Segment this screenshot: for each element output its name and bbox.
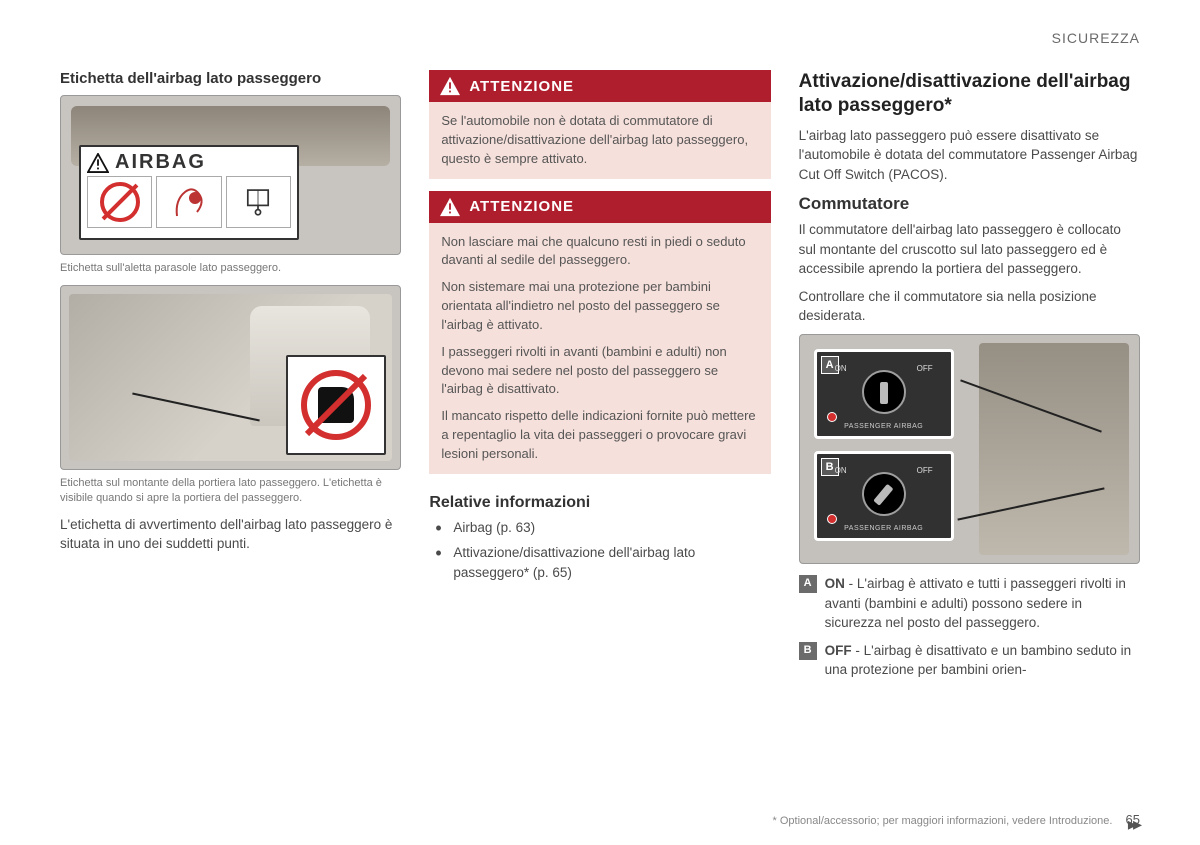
sticker-cell-3: [226, 176, 291, 228]
column-left: Etichetta dell'airbag lato passeggero AI…: [60, 70, 401, 688]
footer-note: * Optional/accessorio; per maggiori info…: [773, 815, 1113, 827]
warning2-p4: Il mancato rispetto delle indicazioni fo…: [441, 407, 758, 464]
callout-b-text: OFF - L'airbag è disattivato e un bambin…: [825, 641, 1140, 680]
right-p1: Il commutatore dell'airbag lato passegge…: [799, 220, 1140, 279]
callout-item-b: B OFF - L'airbag è disattivato e un bamb…: [799, 641, 1140, 680]
page-footer: * Optional/accessorio; per maggiori info…: [773, 812, 1140, 827]
warning2-p1: Non lasciare mai che qualcuno resti in p…: [441, 233, 758, 271]
right-p2: Controllare che il commutatore sia nella…: [799, 287, 1140, 326]
passenger-airbag-label-a: PASSENGER AIRBAG: [817, 423, 951, 430]
right-main-heading: Attivazione/disattivazione dell'airbag l…: [799, 70, 1140, 118]
switch-off-label-a: OFF: [917, 364, 933, 373]
fig2-caption: Etichetta sul montante della portiera la…: [60, 476, 401, 505]
switch-panel-b: B ON OFF PASSENGER AIRBAG: [814, 451, 954, 541]
content-columns: Etichetta dell'airbag lato passeggero AI…: [60, 70, 1140, 688]
left-subtitle: Etichetta dell'airbag lato passeggero: [60, 70, 401, 87]
warning-triangle-icon: [439, 76, 461, 96]
airbag-sticker-icons: [87, 176, 291, 228]
list-item: Attivazione/disattivazione dell'airbag l…: [435, 543, 770, 582]
fig1-caption: Etichetta sull'aletta parasole lato pass…: [60, 261, 401, 275]
switch-off-label-b: OFF: [917, 466, 933, 475]
warning-triangle-icon: [87, 153, 109, 173]
callout-item-a: A ON - L'airbag è attivato e tutti i pas…: [799, 574, 1140, 633]
warning2-p3: I passeggeri rivolti in avanti (bambini …: [441, 343, 758, 400]
warning2-p2: Non sistemare mai una protezione per bam…: [441, 278, 758, 335]
dial-icon: [853, 463, 915, 525]
warning-title-2: ATTENZIONE: [469, 198, 574, 215]
callout-badge-b: B: [799, 642, 817, 660]
warning-box-2: ATTENZIONE Non lasciare mai che qualcuno…: [429, 191, 770, 474]
airbag-word: AIRBAG: [115, 151, 206, 174]
airbag-sticker-title: AIRBAG: [87, 151, 291, 174]
warning-body-2: Non lasciare mai che qualcuno resti in p…: [429, 223, 770, 474]
passenger-airbag-label-b: PASSENGER AIRBAG: [817, 525, 951, 532]
switch-panel-a: A ON OFF PASSENGER AIRBAG: [814, 349, 954, 439]
warning-header-1: ATTENZIONE: [429, 70, 770, 102]
warning-title-1: ATTENZIONE: [469, 78, 574, 95]
figure-door-label: [60, 285, 401, 470]
sticker-cell-2: [156, 176, 221, 228]
figure-sunvisor-label: AIRBAG: [60, 95, 401, 255]
column-middle: ATTENZIONE Se l'automobile non è dotata …: [429, 70, 770, 688]
warning1-text: Se l'automobile non è dotata di commutat…: [441, 112, 758, 169]
switch-on-label-b: ON: [835, 466, 847, 475]
warning-body-1: Se l'automobile non è dotata di commutat…: [429, 102, 770, 179]
right-subheading: Commutatore: [799, 194, 1140, 214]
column-right: Attivazione/disattivazione dell'airbag l…: [799, 70, 1140, 688]
left-body-text: L'etichetta di avvertimento dell'airbag …: [60, 515, 401, 554]
indicator-dot-icon: [827, 412, 837, 422]
dial-icon: [862, 370, 906, 414]
prohibit-icon: [100, 182, 140, 222]
related-info-list: Airbag (p. 63) Attivazione/disattivazion…: [429, 518, 770, 589]
airbag-deploy-icon: [169, 182, 209, 222]
section-header: SICUREZZA: [60, 30, 1140, 46]
page-number: 65: [1126, 812, 1140, 827]
warning-box-1: ATTENZIONE Se l'automobile non è dotata …: [429, 70, 770, 179]
indicator-dot-icon: [827, 514, 837, 524]
figure-switch: A ON OFF PASSENGER AIRBAG B ON OFF PASSE…: [799, 334, 1140, 564]
warning-header-2: ATTENZIONE: [429, 191, 770, 223]
sticker-cell-1: [87, 176, 152, 228]
airbag-sticker: AIRBAG: [79, 145, 299, 240]
prohibit-icon: [301, 370, 371, 440]
warning-triangle-icon: [439, 197, 461, 217]
right-intro: L'airbag lato passeggero può essere disa…: [799, 126, 1140, 185]
callout-badge-a: A: [799, 575, 817, 593]
door-prohibit-sticker: [286, 355, 386, 455]
switch-on-label-a: ON: [835, 364, 847, 373]
related-info-title: Relative informazioni: [429, 494, 770, 512]
callout-list: A ON - L'airbag è attivato e tutti i pas…: [799, 574, 1140, 688]
callout-a-text: ON - L'airbag è attivato e tutti i passe…: [825, 574, 1140, 633]
manual-icon: [241, 185, 275, 219]
list-item: Airbag (p. 63): [435, 518, 770, 538]
car-interior-graphic: [979, 343, 1129, 555]
